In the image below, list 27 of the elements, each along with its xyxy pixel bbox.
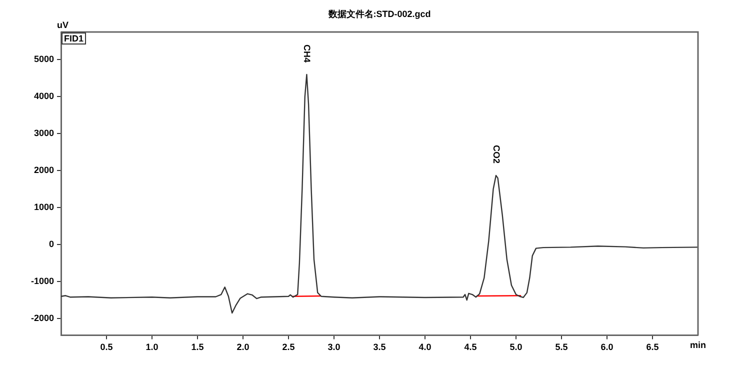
x-tick-label: 5.0 — [510, 342, 522, 352]
annotation: CO2 — [492, 144, 502, 164]
x-tick-label: 3.0 — [328, 342, 340, 352]
x-axis-title: min — [690, 340, 706, 350]
annotation: CH4 — [302, 44, 312, 63]
annotation: FID1 — [64, 33, 84, 44]
x-tick-label: 1.5 — [191, 342, 204, 352]
y-tick-label: 1000 — [34, 202, 54, 212]
y-tick-label: 0 — [49, 239, 54, 250]
x-tick-label: 6.0 — [600, 342, 614, 352]
chart-title: 数据文件名:STD-002.gcd — [327, 8, 431, 19]
x-tick-label: 4.0 — [418, 342, 432, 352]
x-tick-label: 4.5 — [464, 342, 477, 352]
x-tick-label: 3.5 — [373, 342, 386, 352]
y-tick-label: 2000 — [34, 165, 54, 176]
x-tick-label: 0.5 — [100, 342, 113, 352]
x-tick-label: 2.5 — [282, 342, 295, 352]
y-tick-label: 4000 — [34, 91, 54, 102]
x-tick-label: 5.5 — [555, 342, 568, 352]
x-tick-label: 6.5 — [646, 342, 659, 352]
x-tick-label: 1.0 — [146, 342, 158, 352]
y-axis-title: uV — [57, 20, 69, 30]
y-tick-label: 3000 — [34, 128, 54, 138]
y-tick-label: -1000 — [30, 276, 54, 286]
y-tick-label: 5000 — [34, 54, 54, 64]
y-tick-label: -2000 — [30, 313, 54, 324]
x-tick-label: 2.0 — [236, 342, 250, 352]
